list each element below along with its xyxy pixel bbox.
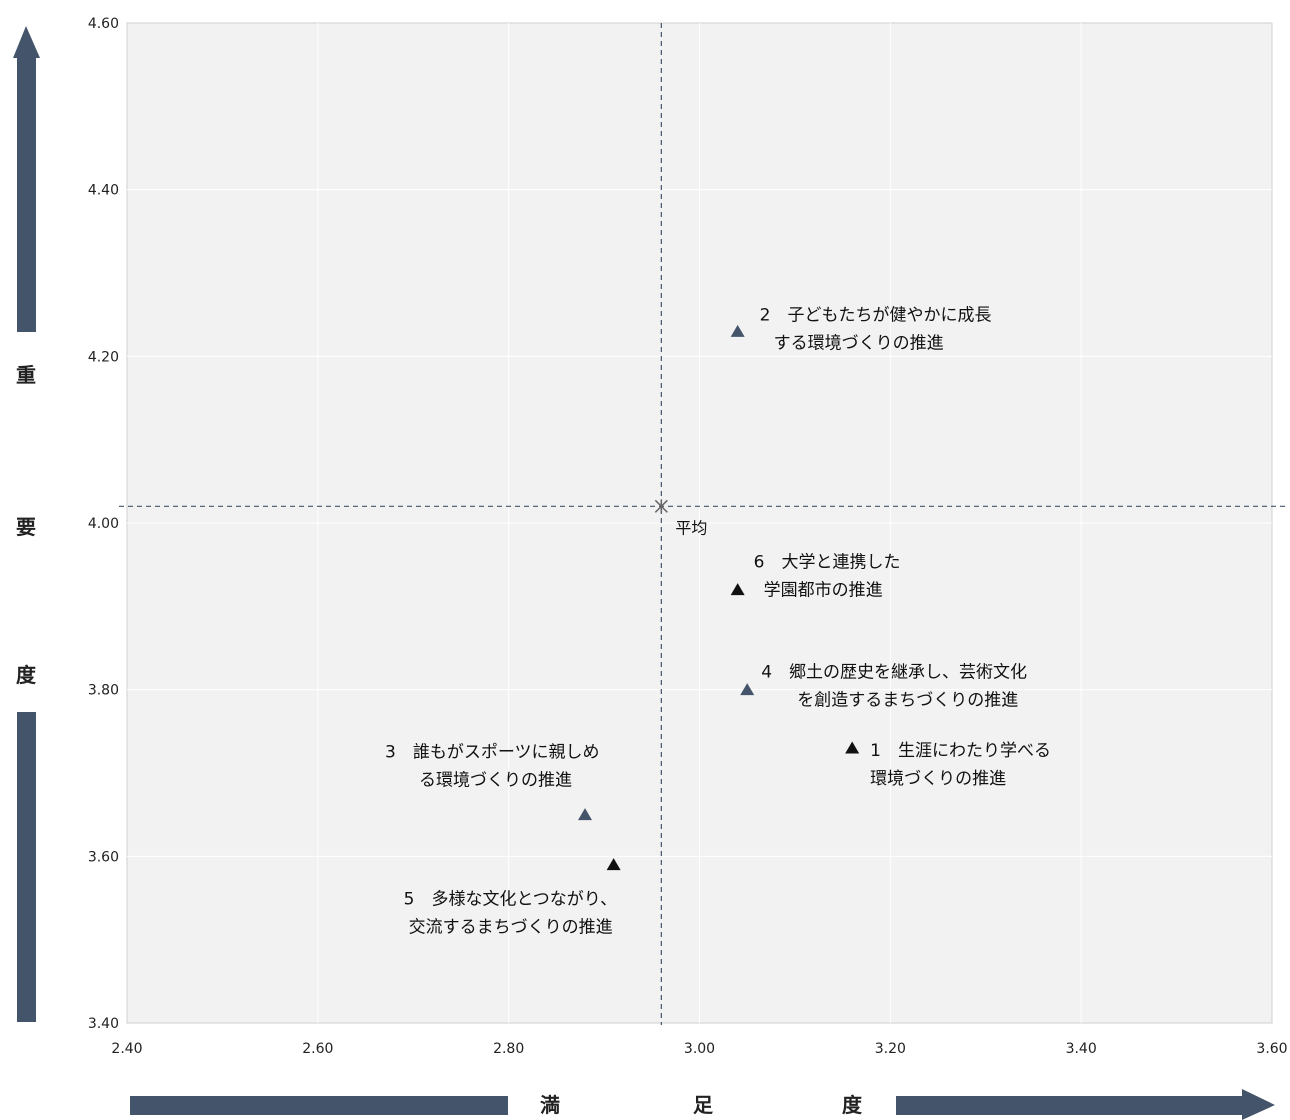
y-tick-label: 4.40 — [88, 183, 119, 199]
x-tick-label: 2.60 — [302, 1041, 333, 1057]
x-tick-label: 3.20 — [875, 1041, 906, 1057]
point-label-4: 4 郷土の歴史を継承し、芸術文化 — [761, 663, 1027, 683]
point-label-1: 環境づくりの推進 — [870, 769, 1006, 789]
point-label-4: を創造するまちづくりの推進 — [797, 691, 1018, 711]
y-axis-arrow-shaft — [17, 56, 36, 332]
data-point-3 — [578, 808, 592, 821]
y-axis-label-char: 重 — [16, 363, 36, 387]
x-axis-label-char: 満 — [540, 1093, 560, 1117]
point-label-6: 学園都市の推進 — [764, 581, 883, 601]
y-axis-label-char: 要 — [16, 515, 36, 539]
x-axis-label-char: 度 — [842, 1093, 863, 1117]
x-axis-arrow-shaft — [896, 1096, 1244, 1115]
x-tick-label: 3.40 — [1066, 1041, 1097, 1057]
point-label-5: 交流するまちづくりの推進 — [409, 918, 613, 938]
point-label-1: 1 生涯にわたり学べる — [870, 741, 1051, 761]
y-axis-arrow-head — [13, 26, 40, 58]
data-point-2 — [730, 324, 745, 337]
data-point-4 — [740, 683, 755, 696]
y-axis-label-char: 度 — [16, 663, 37, 687]
data-point-1 — [845, 741, 860, 754]
y-tick-label: 3.60 — [88, 849, 119, 865]
y-tick-label: 3.40 — [88, 1016, 119, 1032]
y-tick-label: 3.80 — [88, 683, 119, 699]
x-tick-label: 3.00 — [684, 1041, 715, 1057]
data-point-5 — [606, 858, 621, 871]
x-tick-label: 2.80 — [493, 1041, 524, 1057]
point-label-5: 5 多様な文化とつながり、 — [404, 890, 617, 910]
x-axis-arrow-head — [1242, 1089, 1275, 1120]
average-label: 平均 — [675, 518, 707, 537]
point-label-6: 6 大学と連携した — [754, 553, 901, 573]
y-tick-label: 4.20 — [88, 349, 119, 365]
point-label-2: する環境づくりの推進 — [774, 333, 944, 353]
x-axis-label-char: 足 — [693, 1093, 714, 1117]
x-tick-label: 3.60 — [1256, 1041, 1287, 1057]
data-point-6 — [730, 583, 745, 596]
x-tick-label: 2.40 — [111, 1041, 142, 1057]
point-label-2: 2 子どもたちが健やかに成長 — [760, 305, 992, 325]
point-label-3: る環境づくりの推進 — [419, 771, 572, 791]
y-tick-label: 4.60 — [88, 16, 119, 32]
x-axis-arrow-tail — [130, 1096, 508, 1115]
point-label-3: 3 誰もがスポーツに親しめ — [385, 743, 599, 763]
y-axis-arrow-tail — [17, 712, 36, 1022]
y-tick-label: 4.00 — [88, 516, 119, 532]
